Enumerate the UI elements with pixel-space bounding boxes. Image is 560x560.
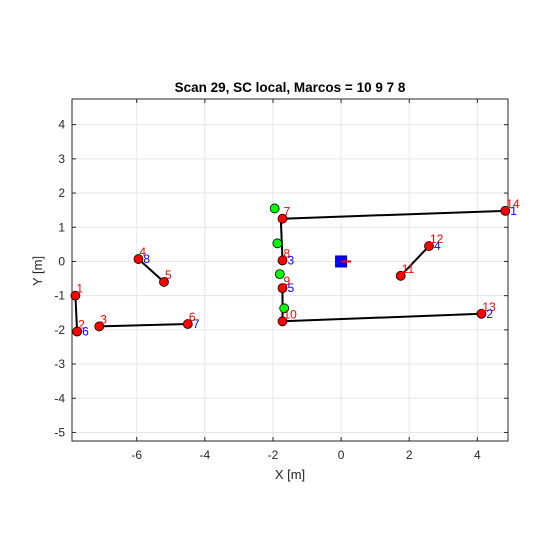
red-point [424,241,434,251]
axes-box [71,98,509,442]
red-point [476,308,487,319]
y-tick-label: -3 [54,357,65,371]
red-point-label: 12 [430,232,444,246]
red-point-label: 4 [139,245,146,259]
red-point-label: 9 [284,274,291,288]
red-point-label: 3 [100,312,107,326]
grid [72,99,508,441]
blue-point-label: 1 [510,204,517,218]
red-point [277,255,288,266]
segment-line [137,258,165,283]
blue-point-label: 6 [82,325,89,339]
x-tick-label: -4 [200,448,211,462]
segment-line [279,218,284,261]
red-point-label: 1 [76,282,83,296]
segment-line [399,245,430,277]
segment-line [99,323,188,328]
red-point-label: 6 [189,310,196,324]
red-point [277,283,288,294]
blue-point-label: 3 [288,253,295,267]
red-point-label: 10 [284,307,298,321]
y-tick-label: 3 [58,152,65,166]
green-point [279,303,290,314]
green-point [269,203,280,214]
red-point-label: 2 [78,318,85,332]
y-tick-label: -5 [54,425,65,439]
red-point-label: 11 [402,262,415,276]
blue-point-label: 5 [288,281,295,295]
red-point [500,205,511,216]
y-tick-label: -2 [54,323,65,337]
red-point [182,319,193,329]
blue-point-label: 2 [486,307,493,321]
x-tick-label: -6 [131,448,142,462]
red-point-label: 5 [165,268,172,282]
y-tick-label: 2 [58,186,65,200]
blue-point-label: 7 [193,317,200,331]
blue-point-label: 8 [143,252,150,266]
segment-line [282,312,482,323]
x-axis-label: X [m] [275,467,305,482]
green-point [272,238,283,249]
red-point-label: 8 [284,246,291,260]
y-tick-label: 4 [58,118,65,132]
green-point [274,269,285,280]
red-point [277,213,288,224]
segment-line [74,295,79,332]
red-point [395,270,406,281]
red-point [159,277,169,287]
blue-point-label: 4 [434,239,441,253]
red-point [277,316,288,327]
y-tick-label: 1 [58,220,65,234]
chart-title: Scan 29, SC local, Marcos = 10 9 7 8 [175,80,406,95]
red-point [94,321,105,332]
y-axis-label: Y [m] [30,256,45,286]
red-point [70,290,81,301]
y-tick-label: -4 [54,391,65,405]
red-point-label: 7 [284,205,291,219]
x-tick-label: -2 [268,448,279,462]
x-tick-label: 4 [474,448,481,462]
segment-line [282,209,506,220]
red-point-label: 14 [506,197,520,211]
red-point-label: 13 [482,300,496,314]
y-tick-label: 0 [58,254,65,268]
y-tick-label: -1 [54,289,65,303]
x-tick-label: 0 [338,448,345,462]
red-point [133,254,144,264]
red-point [72,326,83,337]
x-tick-label: 2 [406,448,413,462]
